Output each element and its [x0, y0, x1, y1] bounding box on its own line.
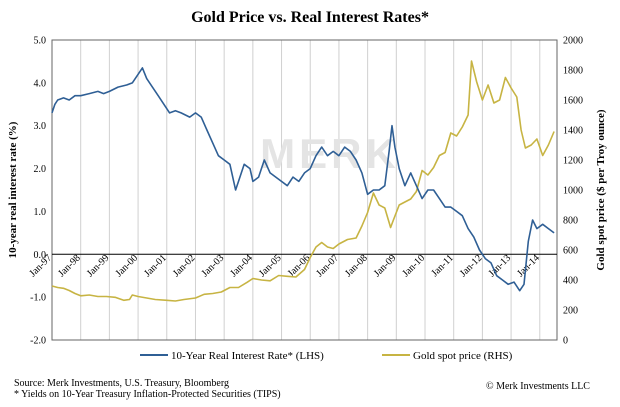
- right-tick-label: 1800: [563, 66, 583, 77]
- x-tick-label: Jan-99: [85, 253, 112, 280]
- series-line-real-rate: [51, 67, 555, 292]
- right-tick-label: 600: [563, 246, 578, 257]
- x-tick-label: Jan-09: [372, 253, 399, 280]
- left-tick-label: -1.0: [30, 293, 46, 304]
- left-axis-ticks: 5.0 4.0 3.0 2.0 1.0 0.0 -1.0 -2.0: [30, 36, 46, 347]
- x-tick-label: Jan-13: [487, 253, 514, 280]
- chart-title: Gold Price vs. Real Interest Rates*: [191, 9, 429, 26]
- right-axis-label: Gold spot price ($ per Troy ounce): [595, 109, 607, 270]
- x-tick-label: Jan-02: [171, 253, 198, 280]
- left-axis-label: 10-year real interest rate (%): [7, 121, 19, 258]
- footnote: * Yields on 10-Year Treasury Inflation-P…: [14, 389, 281, 400]
- x-tick-label: Jan-01: [142, 253, 169, 280]
- copyright: © Merk Investments LLC: [486, 381, 590, 392]
- x-tick-label: Jan-98: [56, 253, 83, 280]
- right-tick-label: 400: [563, 276, 578, 287]
- right-tick-label: 1200: [563, 156, 583, 167]
- watermark-logo: MERK: [260, 130, 400, 177]
- left-tick-label: 3.0: [34, 121, 47, 132]
- plot-frame: [51, 39, 558, 341]
- x-tick-label: Jan-03: [200, 253, 227, 280]
- legend-label-gold-price: Gold spot price (RHS): [413, 350, 513, 362]
- x-tick-label: Jan-10: [400, 253, 427, 280]
- x-tick-label: Jan-07: [314, 253, 341, 280]
- series-line-gold-price: [51, 60, 555, 302]
- left-tick-label: 1.0: [34, 207, 47, 218]
- legend-label-real-rate: 10-Year Real Interest Rate* (LHS): [171, 350, 324, 362]
- left-tick-label: 5.0: [34, 36, 47, 47]
- right-tick-label: 2000: [563, 36, 583, 47]
- right-tick-label: 200: [563, 306, 578, 317]
- right-tick-label: 1400: [563, 126, 583, 137]
- left-tick-label: 2.0: [34, 164, 47, 175]
- x-tick-label: Jan-08: [343, 253, 370, 280]
- x-tick-label: Jan-12: [458, 253, 485, 280]
- right-tick-label: 800: [563, 216, 578, 227]
- source-note: Source: Merk Investments, U.S. Treasury,…: [14, 378, 229, 389]
- series-layer: [51, 60, 555, 302]
- right-tick-label: 0: [563, 336, 568, 347]
- x-tick-label: Jan-00: [114, 253, 141, 280]
- left-tick-label: 4.0: [34, 78, 47, 89]
- left-tick-label: -2.0: [30, 336, 46, 347]
- legend: 10-Year Real Interest Rate* (LHS) Gold s…: [140, 350, 513, 362]
- x-tick-label: Jan-14: [515, 253, 542, 280]
- left-tick-label: 0.0: [34, 250, 47, 261]
- vertical-gridlines: [51, 40, 541, 340]
- x-tick-label: Jan-04: [228, 253, 255, 280]
- x-tick-label: Jan-11: [429, 253, 455, 279]
- right-tick-label: 1600: [563, 96, 583, 107]
- right-tick-label: 1000: [563, 186, 583, 197]
